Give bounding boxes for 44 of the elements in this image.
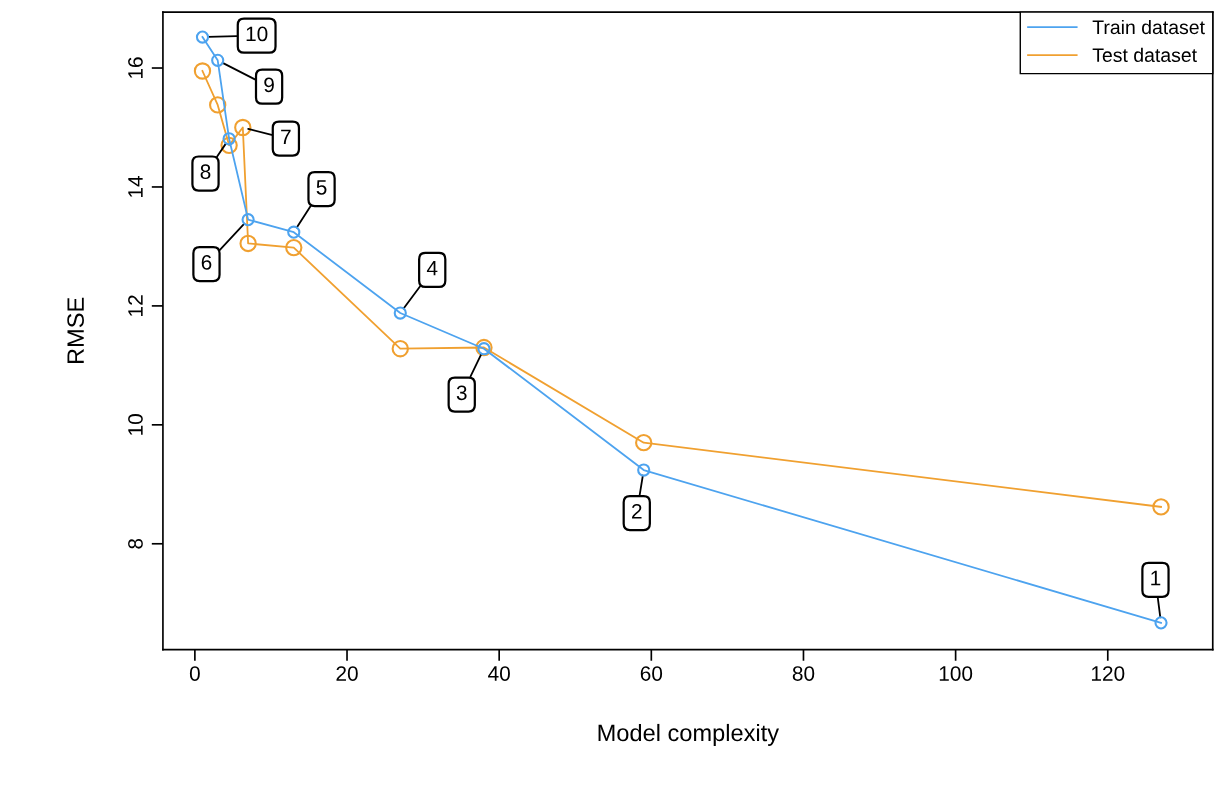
annotation: 9 <box>264 77 274 93</box>
point <box>285 238 303 257</box>
x-axis-title: Model complexity <box>598 723 779 746</box>
x-tick-label: 60 <box>640 666 663 681</box>
point <box>1152 498 1170 516</box>
point <box>241 213 255 227</box>
point <box>234 118 252 137</box>
x-tick-label: 120 <box>1091 666 1125 681</box>
y-tick-label: 16 <box>128 57 143 79</box>
point <box>193 62 212 80</box>
y-tick-label: 10 <box>128 414 143 435</box>
point <box>1154 616 1168 630</box>
annotation: 7 <box>281 129 291 144</box>
point <box>393 306 407 320</box>
annotation: 3 <box>456 385 467 401</box>
y-tick-label: 12 <box>128 295 143 316</box>
point <box>209 96 227 114</box>
point <box>287 225 301 239</box>
point <box>637 463 651 477</box>
legend-label: Test dataset <box>1092 47 1197 63</box>
x-tick-label: 40 <box>488 666 510 681</box>
annotation: 10 <box>246 26 268 42</box>
x-tick-label: 80 <box>792 666 815 681</box>
y-tick-label: 14 <box>128 175 143 197</box>
point <box>475 338 493 357</box>
point <box>211 53 225 67</box>
point <box>391 340 409 358</box>
legend-label: Train dataset <box>1092 19 1205 35</box>
point <box>239 234 257 253</box>
annotation: 8 <box>200 164 211 180</box>
annotation: 1 <box>1151 570 1161 586</box>
annotation: 5 <box>316 180 327 195</box>
y-tick-label: 8 <box>128 538 143 549</box>
x-tick-label: 100 <box>939 666 973 681</box>
x-tick-label: 20 <box>336 666 358 681</box>
point <box>635 434 653 452</box>
point <box>222 132 236 146</box>
y-axis-title: RMSE <box>67 297 84 364</box>
x-tick-label: 0 <box>189 666 200 681</box>
point <box>195 30 210 44</box>
annotation: 6 <box>201 254 212 270</box>
annotation: 4 <box>426 261 438 276</box>
annotation: 2 <box>632 503 642 519</box>
point <box>220 136 238 155</box>
